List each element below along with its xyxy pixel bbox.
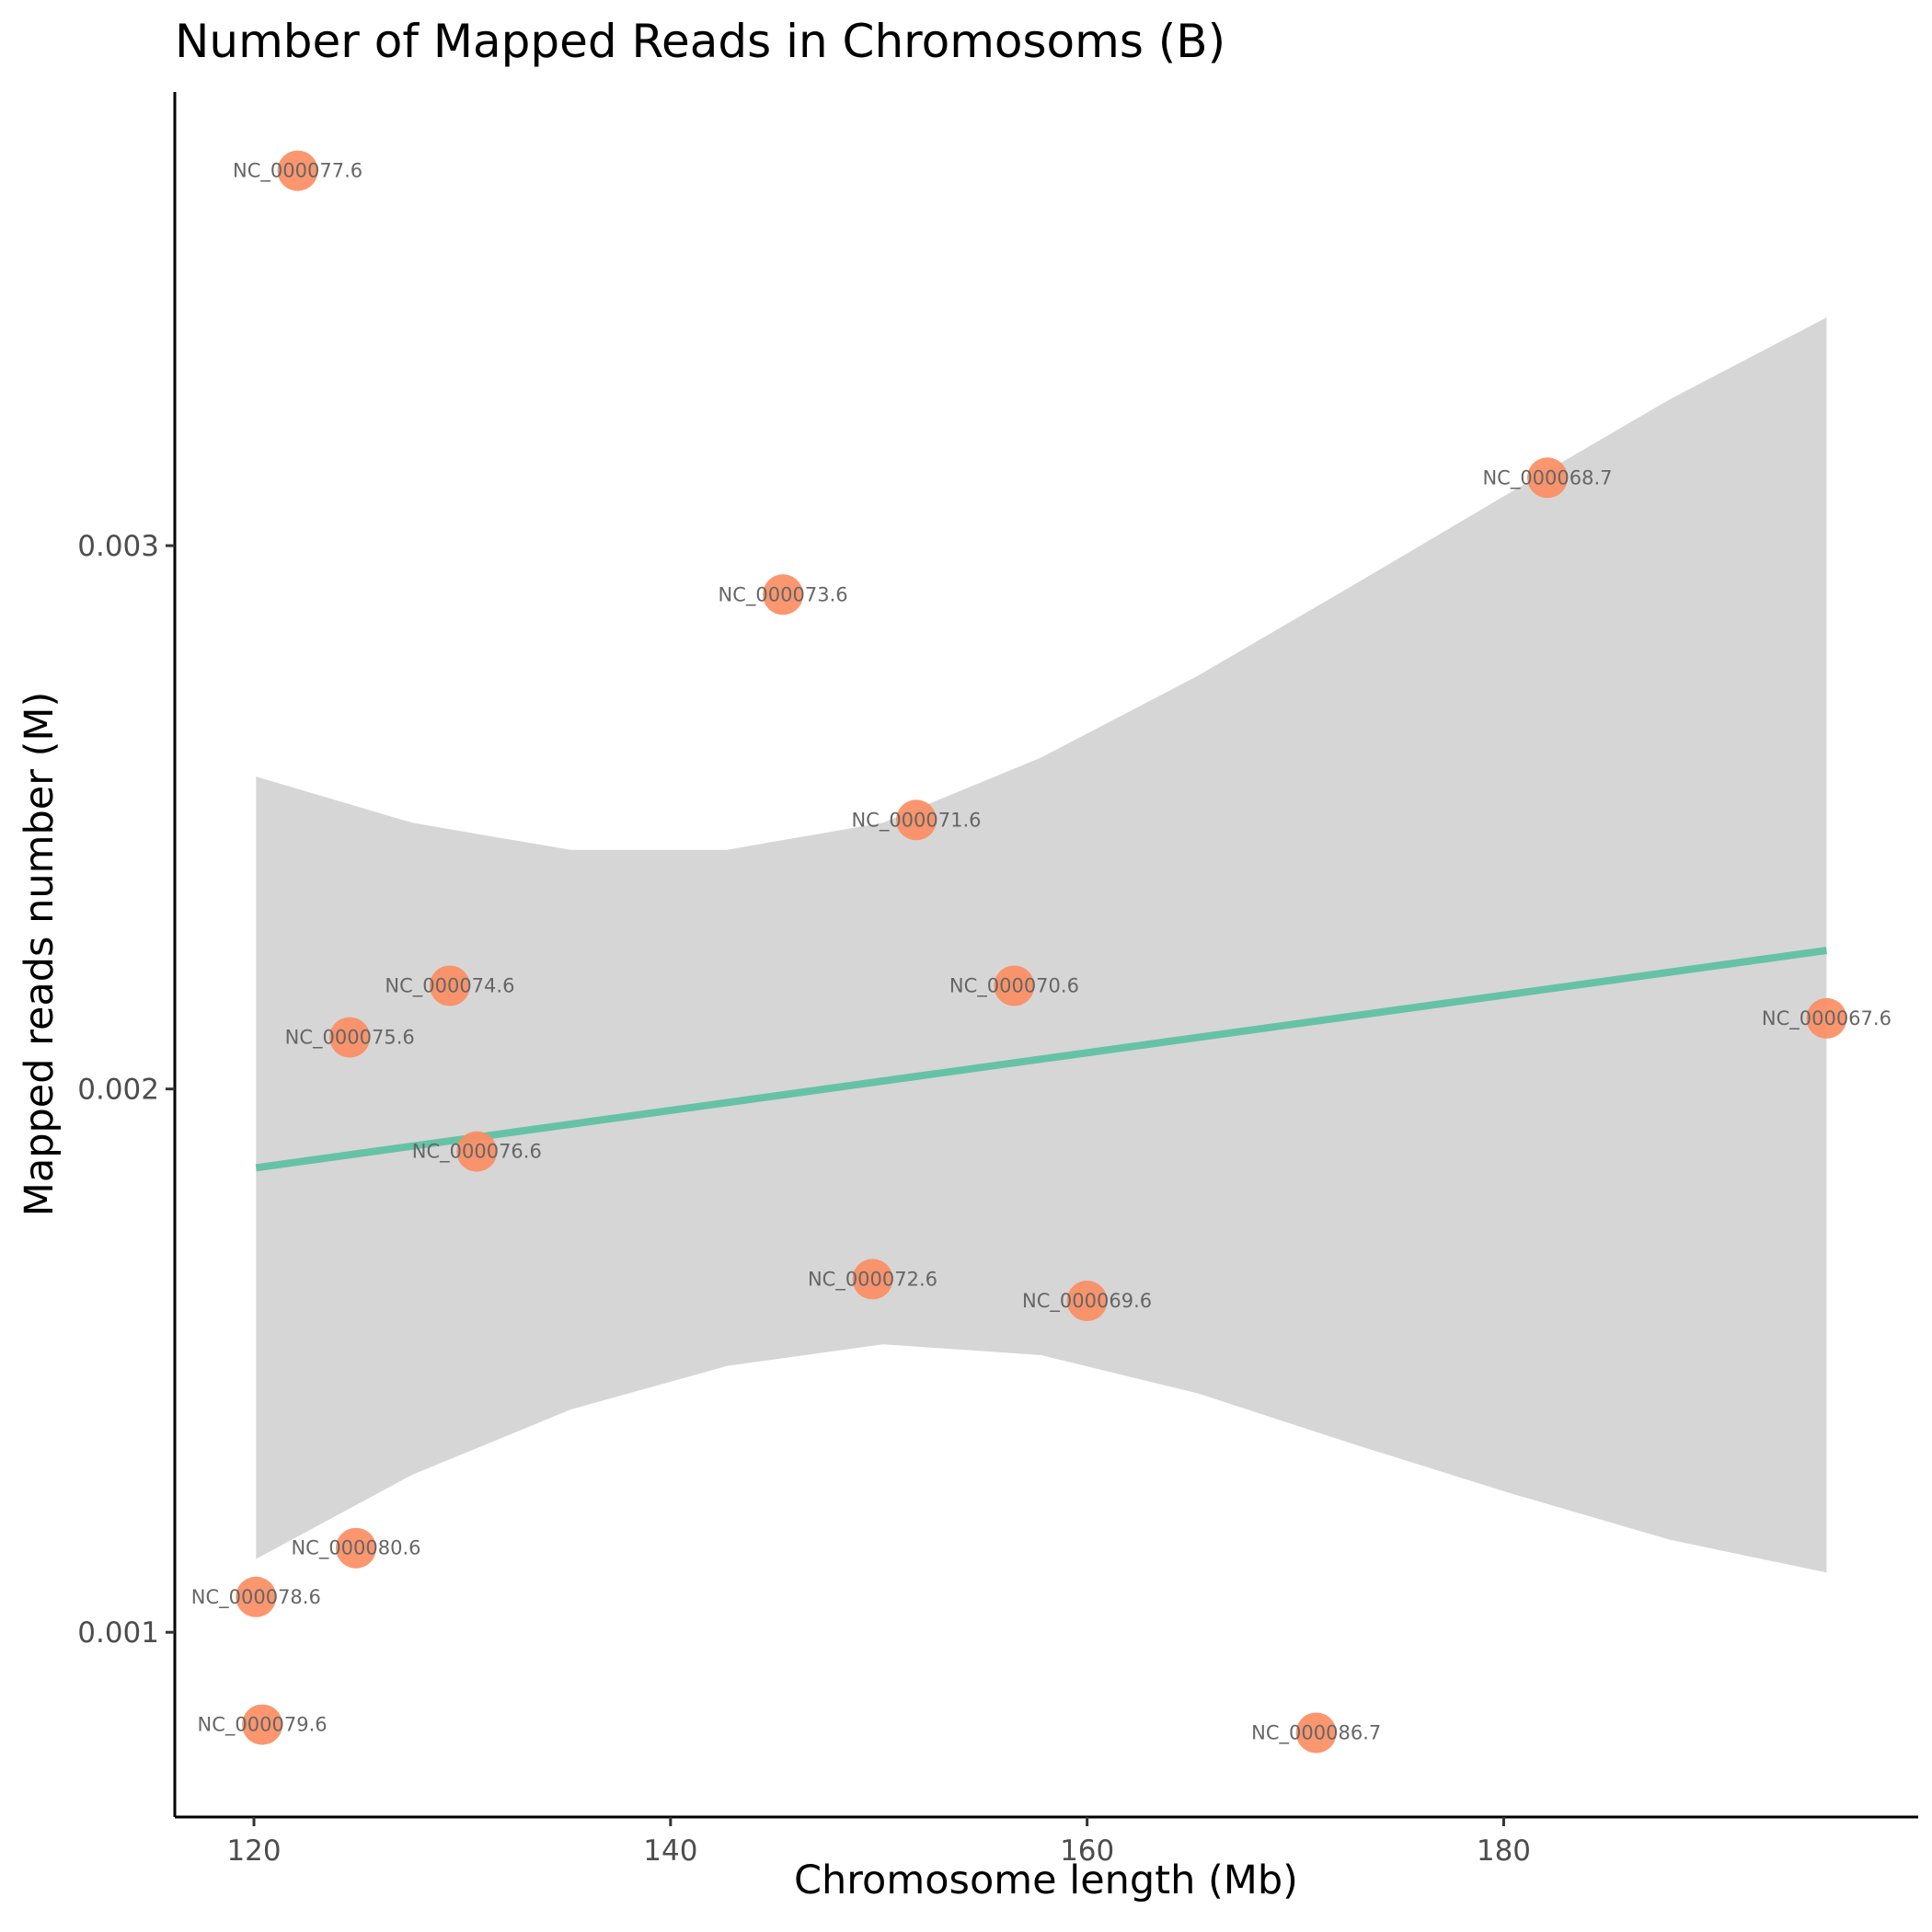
y-axis-title: Mapped reads number (M) xyxy=(17,692,63,1217)
point-label: NC_000073.6 xyxy=(719,583,848,606)
point-label: NC_000071.6 xyxy=(851,809,981,832)
point-label: NC_000080.6 xyxy=(291,1537,420,1560)
confidence-band-layer xyxy=(256,317,1827,1573)
data-point xyxy=(1066,1281,1108,1321)
point-label: NC_000067.6 xyxy=(1762,1007,1892,1030)
x-tick-label: 160 xyxy=(1060,1834,1114,1868)
confidence-band xyxy=(256,317,1827,1573)
data-point xyxy=(994,965,1035,1006)
point-label: NC_000075.6 xyxy=(285,1027,415,1050)
y-tick-label: 0.001 xyxy=(77,1616,159,1650)
data-points-layer xyxy=(236,150,1847,1754)
point-label: NC_000086.7 xyxy=(1251,1722,1381,1745)
regression-line xyxy=(255,947,1827,1172)
y-axis-ticks: 0.001 0.002 0.003 xyxy=(77,530,175,1650)
point-label: NC_000077.6 xyxy=(233,160,362,183)
data-point xyxy=(242,1704,283,1745)
data-point xyxy=(277,150,318,191)
point-label: NC_000069.6 xyxy=(1022,1290,1152,1313)
data-point xyxy=(429,965,470,1006)
y-tick-label: 0.002 xyxy=(77,1074,159,1107)
data-point xyxy=(456,1131,498,1172)
point-label: NC_000078.6 xyxy=(191,1586,321,1609)
x-axis-title: Chromosome length (Mb) xyxy=(794,1857,1298,1903)
regression-line-layer xyxy=(255,947,1827,1172)
data-point xyxy=(896,799,937,841)
x-tick-label: 180 xyxy=(1477,1834,1531,1868)
point-label: NC_000079.6 xyxy=(198,1714,328,1737)
data-point xyxy=(852,1259,893,1300)
chart-title: Number of Mapped Reads in Chromosoms (B) xyxy=(175,15,1225,68)
y-tick-label: 0.003 xyxy=(77,530,159,563)
data-point xyxy=(236,1576,277,1617)
point-label: NC_000068.7 xyxy=(1482,466,1612,489)
x-axis-ticks: 120 140 160 180 xyxy=(226,1817,1531,1868)
data-point xyxy=(763,574,804,615)
point-label: NC_000074.6 xyxy=(385,975,514,998)
x-tick-label: 140 xyxy=(643,1834,697,1868)
data-point xyxy=(329,1017,371,1058)
point-label: NC_000070.6 xyxy=(949,975,1079,998)
data-point xyxy=(1527,457,1568,499)
point-label: NC_000072.6 xyxy=(808,1268,937,1291)
point-label: NC_000076.6 xyxy=(412,1141,542,1164)
point-labels-layer: NC_000067.6 NC_000068.7 NC_000069.6 NC_0000… xyxy=(191,160,1892,1745)
data-point xyxy=(1806,997,1847,1039)
x-tick-label: 120 xyxy=(226,1834,281,1868)
data-point xyxy=(1295,1712,1337,1754)
data-point xyxy=(336,1527,376,1569)
